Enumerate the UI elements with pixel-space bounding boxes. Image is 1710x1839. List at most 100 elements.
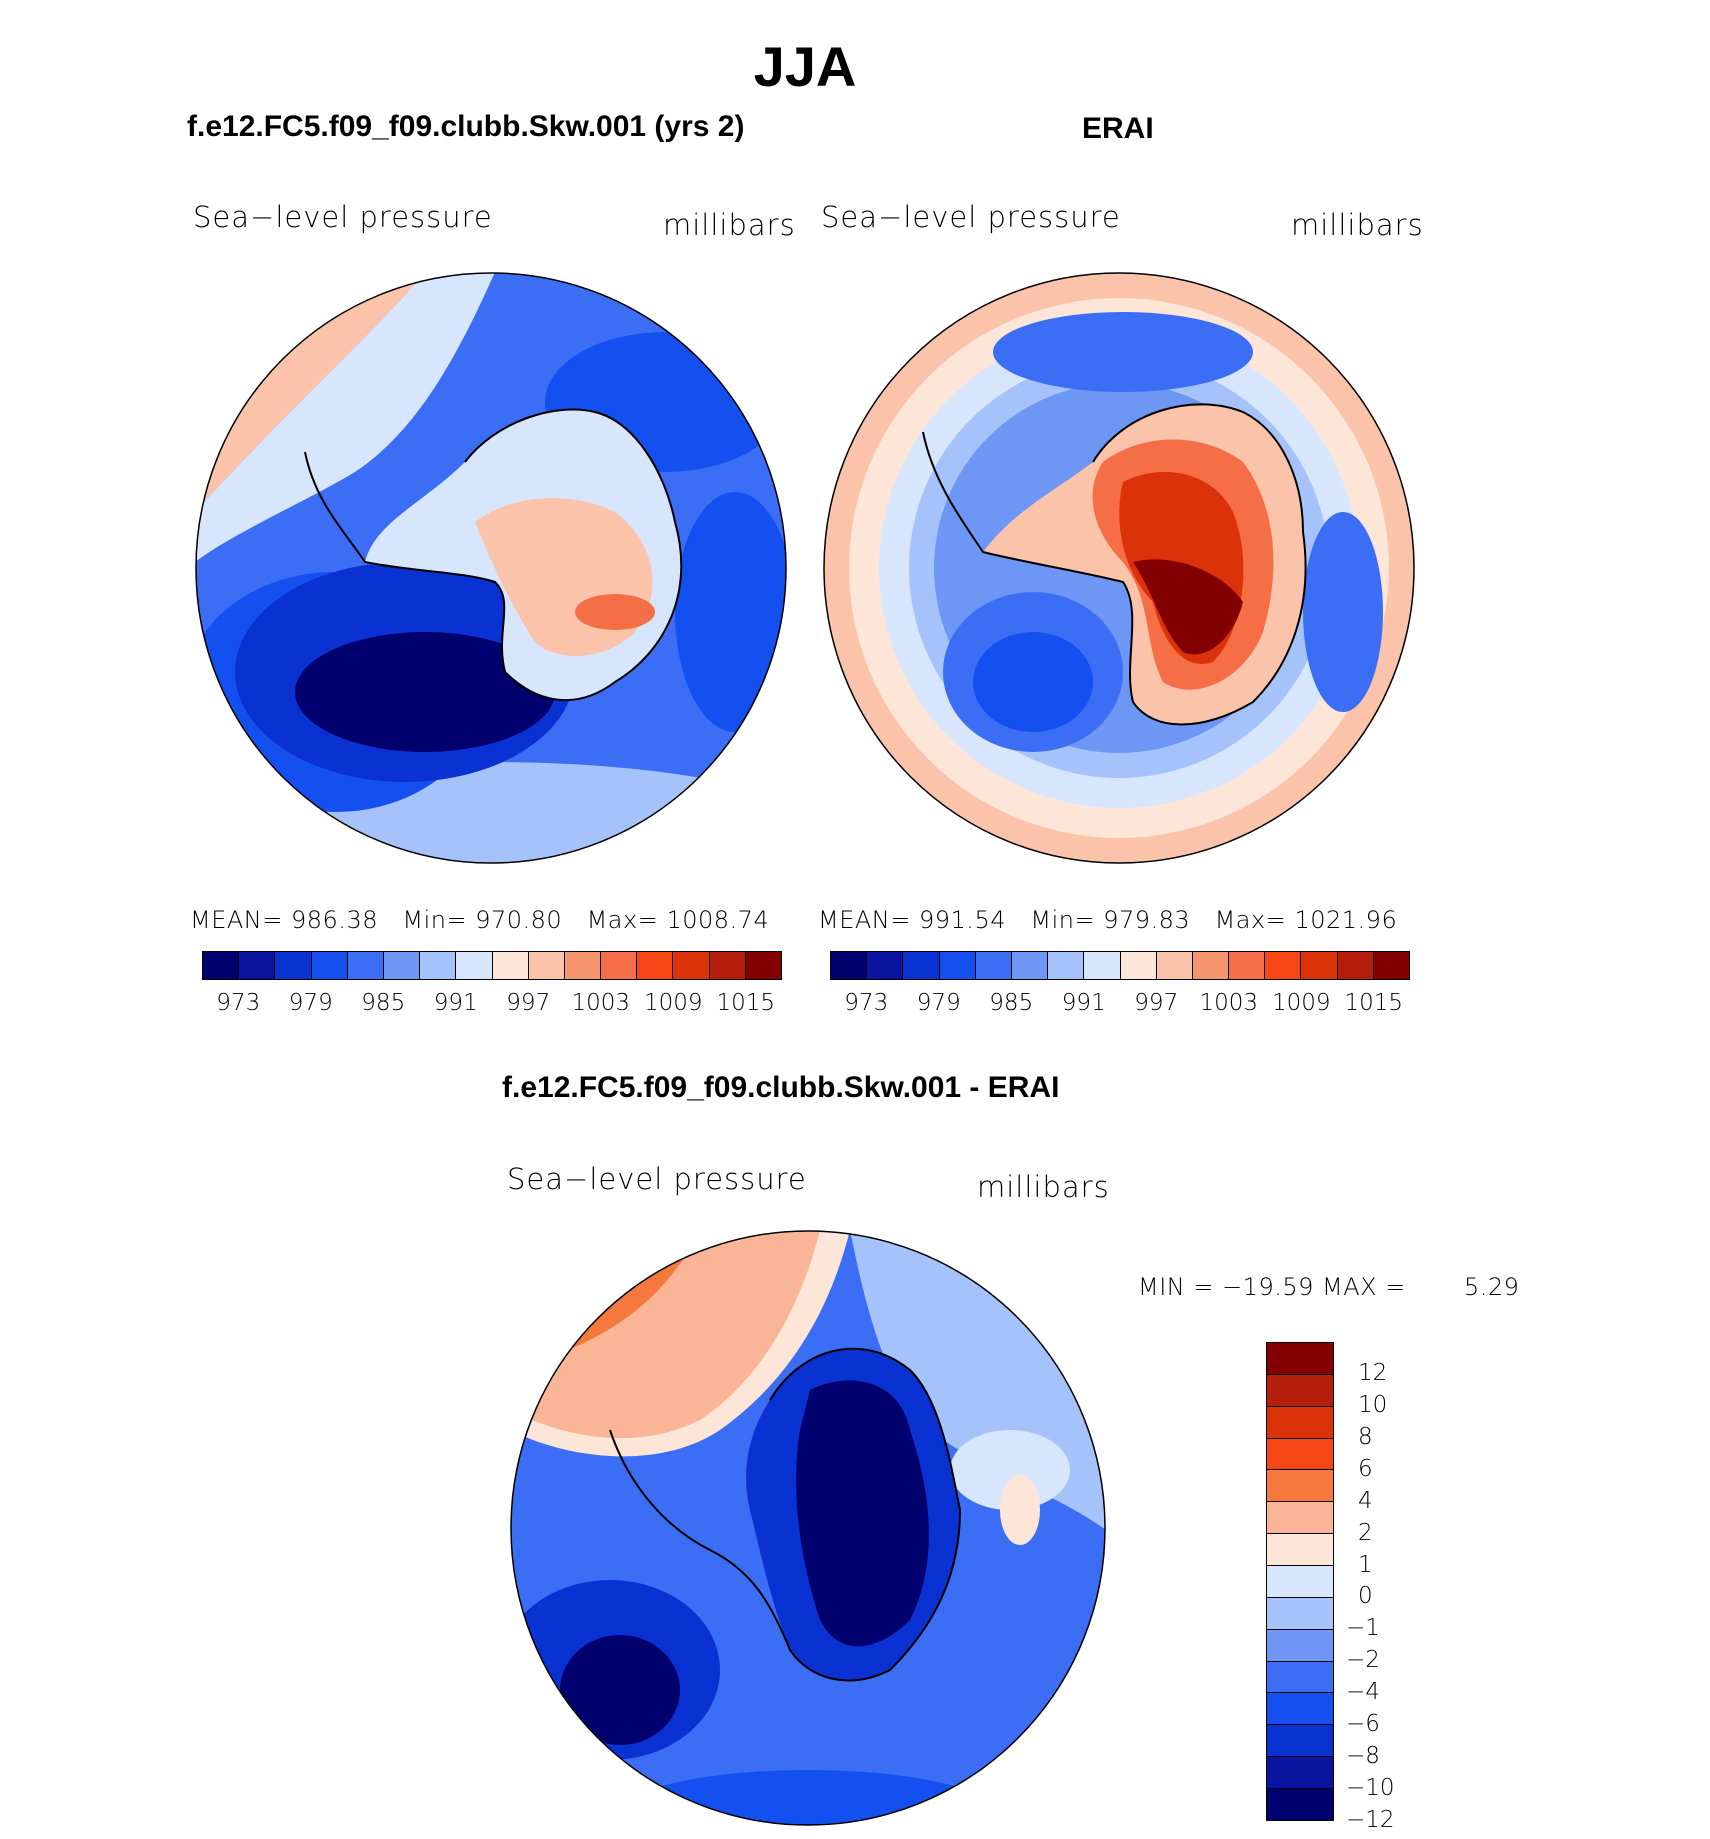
model-low-center <box>295 632 555 752</box>
model-colorbar-tick-label: 1015 <box>716 990 776 1016</box>
diff-colorbar-tick-label: 10 <box>1358 1391 1388 1418</box>
obs-colorbar-tick-label: 997 <box>1134 990 1179 1016</box>
obs-colorbar-swatch <box>903 952 940 979</box>
model-colorbar-tick-label: 1003 <box>571 990 631 1016</box>
diff-colorbar-tick-label: 1 <box>1358 1551 1373 1578</box>
model-variable-label: Sea−level pressure <box>193 200 493 234</box>
model-colorbar-tick-label: 1009 <box>643 990 703 1016</box>
obs-colorbar-swatch <box>1229 952 1266 979</box>
model-colorbar-swatch <box>239 952 276 979</box>
obs-colorbar-tick-label: 985 <box>989 990 1034 1016</box>
model-colorbar <box>202 951 782 980</box>
obs-colorbar-ticks: 973 979 985 991 997 1003 1009 1015 <box>830 990 1410 1020</box>
model-units-label: millibars <box>663 208 796 242</box>
model-colorbar-tick-label: 985 <box>361 990 406 1016</box>
obs-colorbar-swatch <box>1048 952 1085 979</box>
model-colorbar-swatch <box>709 952 746 979</box>
model-colorbar-swatch <box>420 952 457 979</box>
obs-variable-label: Sea−level pressure <box>821 200 1121 234</box>
model-colorbar-swatch <box>492 952 529 979</box>
obs-colorbar-swatch <box>1011 952 1049 979</box>
obs-panel-title: ERAI <box>1082 112 1154 145</box>
diff-colorbar-tick-label: 0 <box>1358 1583 1373 1610</box>
obs-colorbar <box>830 951 1410 980</box>
diff-colorbar-tick-label: 6 <box>1358 1455 1373 1482</box>
diff-range-label: MIN = −19.59 MAX = <box>1138 1273 1406 1301</box>
obs-stats: MEAN= 991.54 Min= 979.83 Max= 1021.96 <box>818 906 1398 934</box>
diff-polar-map <box>510 1230 1106 1826</box>
diff-colorbar-swatch <box>1267 1725 1333 1758</box>
model-colorbar-swatch <box>528 952 565 979</box>
diff-max-value: 5.29 <box>1464 1273 1520 1301</box>
diff-colorbar-tick-label: 4 <box>1358 1487 1373 1514</box>
diff-colorbar-tick-label: −12 <box>1346 1807 1395 1833</box>
model-stats: MEAN= 986.38 Min= 970.80 Max= 1008.74 <box>190 906 770 934</box>
obs-colorbar-tick-label: 991 <box>1061 990 1106 1016</box>
model-coastline <box>304 408 683 702</box>
diff-antarctica-fill <box>796 1380 929 1647</box>
obs-colorbar-swatch <box>831 952 868 979</box>
model-mid-band <box>196 273 495 562</box>
diff-colorbar-swatch <box>1267 1629 1333 1662</box>
figure-title: JJA <box>753 35 857 98</box>
diff-colorbar-swatch <box>1267 1502 1333 1535</box>
obs-colorbar-swatch <box>975 952 1012 979</box>
diff-colorbar-tick-label: 2 <box>1358 1519 1373 1546</box>
model-colorbar-swatch <box>203 952 240 979</box>
diff-colorbar-swatch <box>1267 1343 1333 1375</box>
obs-colorbar-swatch <box>1301 952 1338 979</box>
diff-colorbar-swatch <box>1267 1470 1333 1503</box>
diff-colorbar-swatch <box>1267 1789 1333 1820</box>
obs-colorbar-swatch <box>1337 952 1374 979</box>
diff-colorbar-tick-label: 8 <box>1358 1423 1373 1450</box>
model-colorbar-swatch <box>601 952 638 979</box>
model-colorbar-swatch <box>383 952 421 979</box>
diff-colorbar-tick-label: −1 <box>1346 1615 1380 1642</box>
model-colorbar-tick-label: 973 <box>216 990 261 1016</box>
model-colorbar-tick-label: 997 <box>506 990 551 1016</box>
diff-colorbar-swatch <box>1267 1661 1333 1694</box>
obs-colorbar-swatch <box>1120 952 1157 979</box>
obs-colorbar-tick-label: 1009 <box>1271 990 1331 1016</box>
model-colorbar-swatch <box>456 952 493 979</box>
obs-colorbar-swatch <box>867 952 904 979</box>
diff-colorbar-tick-label: −2 <box>1346 1647 1380 1674</box>
diff-low-center <box>560 1635 680 1745</box>
obs-polar-map <box>823 272 1415 864</box>
obs-colorbar-swatch <box>1265 952 1302 979</box>
diff-colorbar-tick-label: −4 <box>1346 1679 1380 1706</box>
obs-colorbar-tick-label: 979 <box>916 990 961 1016</box>
obs-colorbar-swatch <box>1156 952 1193 979</box>
model-colorbar-swatch <box>311 952 348 979</box>
diff-colorbar-tick-label: −10 <box>1346 1775 1395 1802</box>
obs-colorbar-swatch <box>1373 952 1409 979</box>
obs-colorbar-swatch <box>1192 952 1230 979</box>
model-colorbar-swatch <box>347 952 384 979</box>
model-outer-ring <box>196 762 786 863</box>
obs-high-center <box>1133 559 1243 655</box>
model-colorbar-tick-label: 979 <box>288 990 333 1016</box>
diff-colorbar-swatch <box>1267 1597 1333 1630</box>
diff-units-label: millibars <box>977 1170 1110 1204</box>
obs-colorbar-tick-label: 973 <box>844 990 889 1016</box>
diff-colorbar-swatch <box>1267 1566 1333 1598</box>
model-colorbar-swatch <box>275 952 312 979</box>
obs-colorbar-tick-label: 1015 <box>1344 990 1404 1016</box>
diff-colorbar-tick-label: −8 <box>1346 1743 1380 1770</box>
diff-colorbar-tick-label: 12 <box>1358 1359 1388 1386</box>
model-colorbar-swatch <box>564 952 602 979</box>
model-colorbar-ticks: 973 979 985 991 997 1003 1009 1015 <box>202 990 782 1020</box>
diff-panel-title: f.e12.FC5.f09_f09.clubb.Skw.001 - ERAI <box>502 1071 1060 1104</box>
obs-colorbar-swatch <box>939 952 976 979</box>
diff-colorbar-ticks: 12 10 8 6 4 2 1 0 −1 −2 −4 −6 −8 −10 −12 <box>1346 1342 1430 1833</box>
obs-units-label: millibars <box>1291 208 1424 242</box>
model-colorbar-swatch <box>637 952 674 979</box>
obs-coastline <box>922 403 1307 726</box>
model-polar-map <box>195 272 787 864</box>
model-colorbar-swatch <box>673 952 710 979</box>
diff-colorbar-swatch <box>1267 1757 1333 1790</box>
diff-colorbar-tick-label: −6 <box>1346 1711 1380 1738</box>
diff-colorbar <box>1266 1342 1334 1821</box>
model-colorbar-swatch <box>745 952 781 979</box>
diff-coastline <box>609 1347 962 1682</box>
